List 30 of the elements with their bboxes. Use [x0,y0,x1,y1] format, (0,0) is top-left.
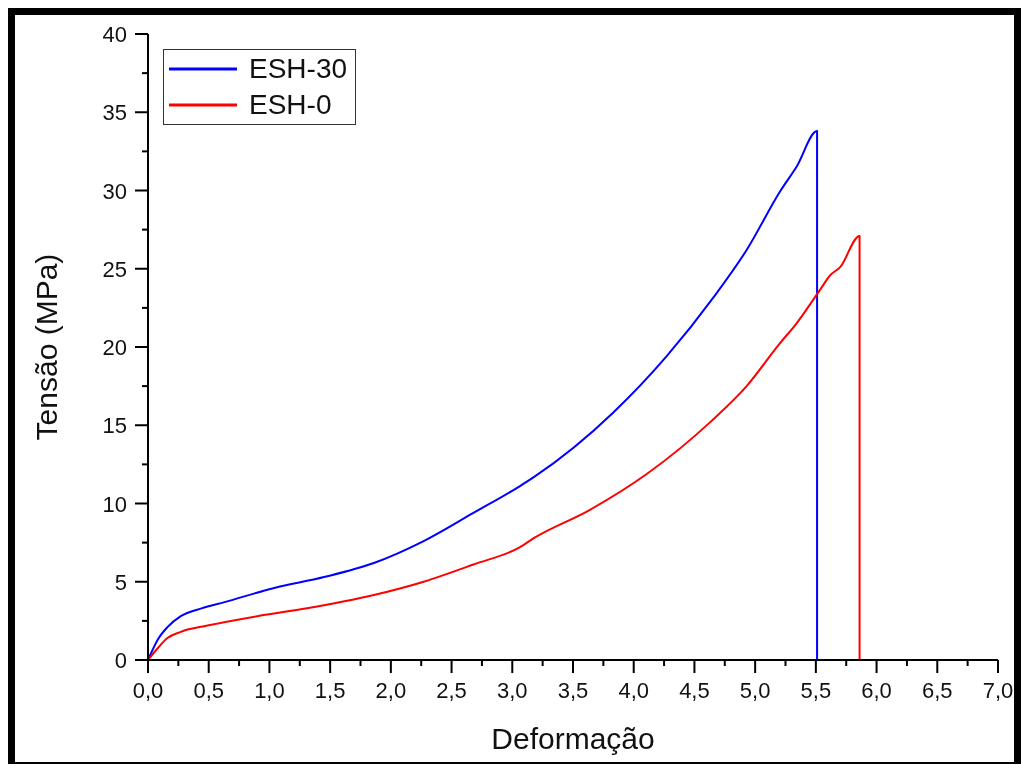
x-tick-label: 3,0 [496,678,528,703]
x-tick-label: 5,0 [739,678,771,703]
y-tick-label: 5 [114,569,127,595]
y-axis-title: Tensão (MPa) [29,253,63,441]
legend-label: ESH-30 [249,52,348,86]
x-axis-title: Deformação [491,722,655,755]
y-tick-label: 0 [114,647,127,673]
x-tick-label: 1,0 [254,678,285,703]
line-series [148,234,861,660]
y-tick-label: 35 [102,99,127,125]
x-tick-label: 6,0 [861,678,892,703]
y-tick-label: 10 [102,491,127,516]
x-tick-label: 2,5 [436,678,467,703]
y-tick-label: 30 [102,178,127,203]
x-tick-label: 7,0 [982,678,1014,703]
y-tick-label: 25 [102,256,127,282]
y-tick-label: 40 [102,21,127,47]
x-tick-label: 2,0 [375,678,407,703]
y-tick-label: 20 [102,334,127,360]
x-tick-label: 1,5 [314,678,346,703]
x-tick-label: 6,5 [921,678,953,703]
line-series [148,130,819,660]
x-tick-label: 4,5 [679,678,710,703]
legend-label: ESH-0 [249,88,332,122]
y-tick-label: 15 [102,412,127,438]
x-tick-label: 0,5 [193,678,225,703]
x-tick-label: 5,5 [800,678,832,703]
x-tick-label: 3,5 [557,678,589,703]
x-tick-label: 0,0 [132,678,164,703]
x-tick-label: 4,0 [618,678,650,703]
